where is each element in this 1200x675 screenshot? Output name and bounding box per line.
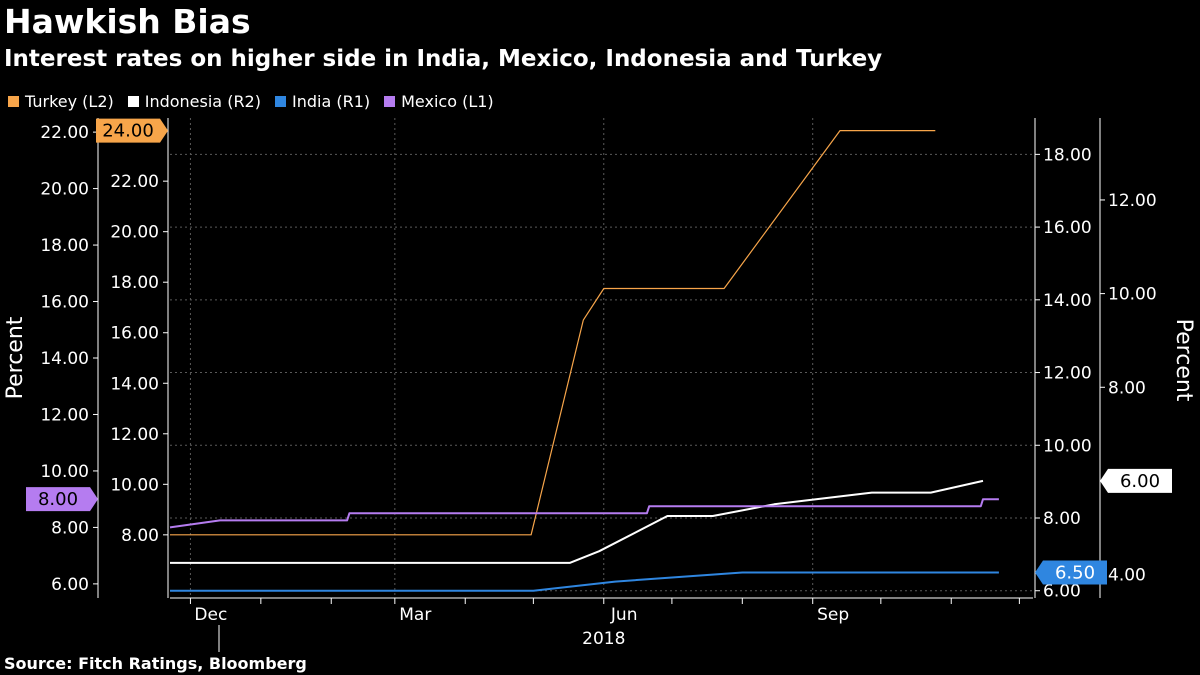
axis-tick-label-r2: 8.00 [1108,378,1146,398]
source-note: Source: Fitch Ratings, Bloomberg [4,654,307,673]
y-axis-title-right: Percent [1171,319,1196,402]
chart-subtitle: Interest rates on higher side in India, … [4,46,883,72]
axis-tick-label-l1: 8.00 [51,518,89,538]
axis-tick-label-l1: 18.00 [40,236,89,256]
axis-tick-label-r1: 18.00 [1043,145,1092,165]
axis-tick-label-l2: 22.00 [110,172,159,192]
series-line-india [170,571,999,592]
axis-tick-label-r1: 14.00 [1043,291,1092,311]
series-line-turkey [170,130,936,536]
indonesia-badge [1100,468,1172,493]
x-tick-label-jun: Jun [610,605,638,625]
legend-item-turkey: Turkey (L2) [8,92,114,111]
mexico-badge-label: 8.00 [38,489,78,510]
india-badge-label: 6.50 [1055,563,1095,584]
axis-tick-label-l2: 10.00 [110,475,159,495]
axis-tick-label-r1: 8.00 [1043,509,1081,529]
legend-label-india: India (R1) [291,91,371,111]
series-line-mexico [169,498,999,529]
legend-swatch-turkey [8,95,19,107]
axis-tick-label-l1: 10.00 [40,462,89,482]
axis-tick-label-l1: 22.00 [40,123,89,143]
axis-tick-label-l2: 16.00 [110,324,159,344]
axis-tick-label-l1: 20.00 [40,180,89,200]
axis-tick-label-r1: 6.00 [1043,582,1081,602]
turkey-badge-label: 24.00 [102,121,154,142]
legend-label-indonesia: Indonesia (R2) [144,91,261,111]
axis-tick-label-l1: 16.00 [40,293,89,313]
indonesia-badge-label: 6.00 [1120,471,1160,492]
x-tick-label-sep: Sep [817,605,849,625]
legend: Turkey (L2) Indonesia (R2) India (R1) Me… [8,90,508,112]
legend-item-indonesia: Indonesia (R2) [127,91,261,111]
x-tick-label-mar: Mar [399,605,431,625]
mexico-badge [26,487,98,512]
x-tick-label-dec: Dec [194,605,227,625]
legend-swatch-mexico [384,95,396,107]
axis-tick-label-l2: 18.00 [110,273,159,293]
axis-tick-label-r1: 10.00 [1043,436,1092,456]
legend-label-mexico: Mexico (L1) [401,91,494,111]
legend-swatch-india [274,95,286,107]
axis-tick-label-l1: 14.00 [40,349,89,369]
india-badge [1035,560,1107,585]
axis-tick-label-r2: 12.00 [1108,191,1157,211]
axis-tick-label-r2: 10.00 [1108,285,1157,305]
axis-tick-label-l2: 8.00 [121,526,159,546]
legend-label-turkey: Turkey (L2) [25,91,114,111]
axis-tick-label-l2: 20.00 [110,223,159,243]
legend-item-india: India (R1) [274,91,371,111]
axis-tick-label-r2: 4.00 [1108,566,1146,586]
legend-item-mexico: Mexico (L1) [384,92,494,111]
series-line-indonesia [170,479,984,564]
turkey-badge [96,118,168,143]
x-year-label: 2018 [582,629,625,649]
axis-tick-label-r1: 12.00 [1043,364,1092,384]
axis-tick-label-l1: 6.00 [51,575,89,595]
y-axis-title-left: Percent [3,316,28,399]
axis-tick-label-l2: 14.00 [110,374,159,394]
legend-swatch-indonesia [127,95,139,107]
axis-tick-label-l2: 12.00 [110,425,159,445]
axis-tick-label-r1: 16.00 [1043,218,1092,238]
chart-title: Hawkish Bias [4,2,251,41]
axis-tick-label-l1: 12.00 [40,405,89,425]
